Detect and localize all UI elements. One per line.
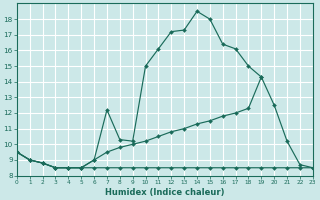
X-axis label: Humidex (Indice chaleur): Humidex (Indice chaleur): [105, 188, 225, 197]
